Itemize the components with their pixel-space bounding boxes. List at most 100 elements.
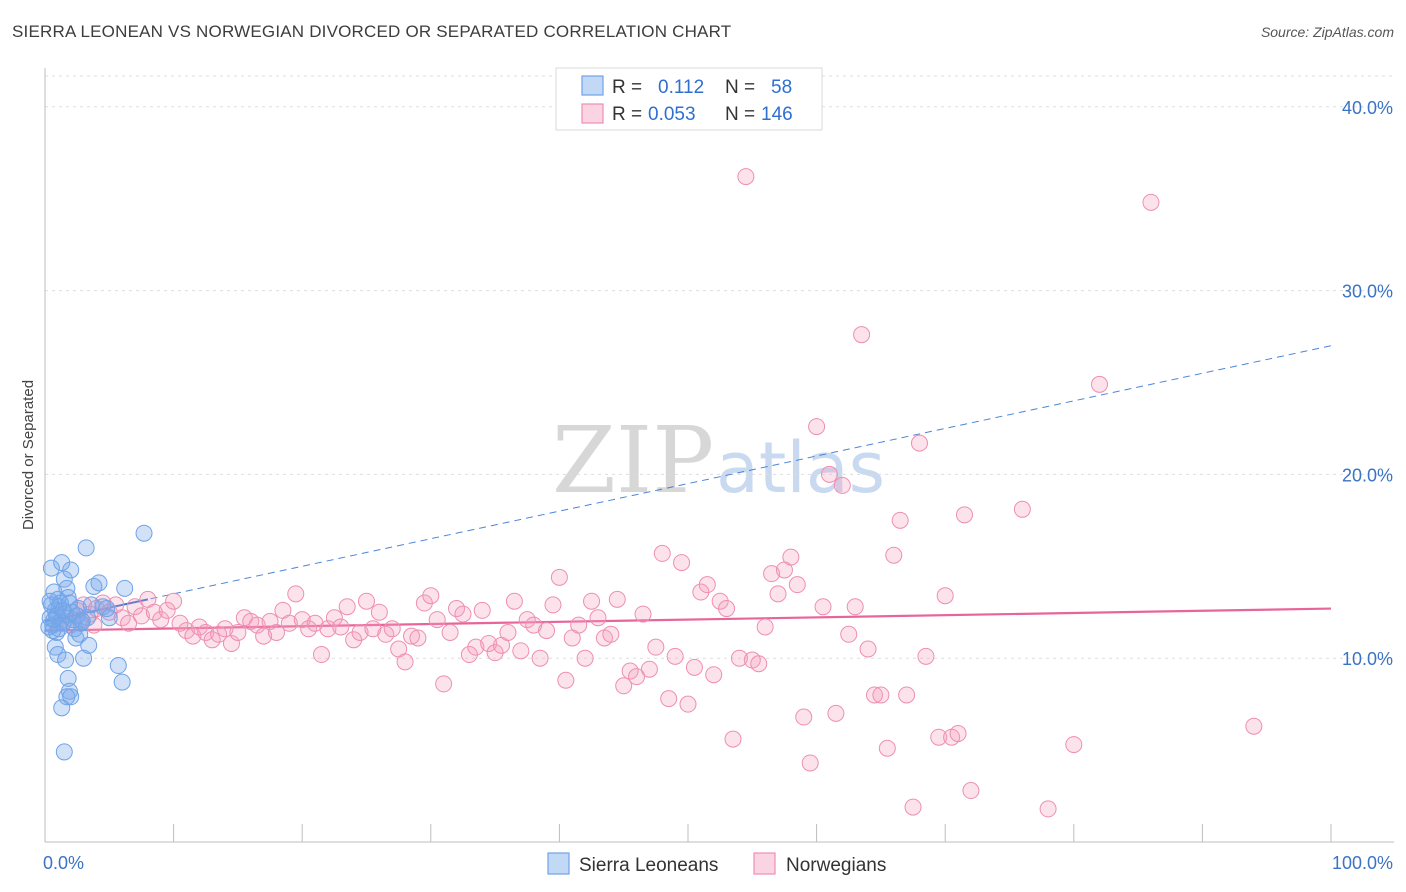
norwegian-point-132	[904, 798, 922, 816]
sierra-leonean-point-32	[55, 743, 73, 761]
legend-r-value-2: 0.053	[648, 104, 696, 125]
norwegian-point-128	[878, 739, 896, 757]
norwegian-point-119	[820, 465, 838, 483]
norwegian-point-25	[216, 620, 234, 638]
norwegian-point-40	[312, 646, 330, 664]
norwegian-point-110	[763, 565, 781, 583]
tick-labels: 10.0% 20.0% 30.0% 40.0% 0.0% 100.0%	[43, 98, 1393, 873]
norwegian-point-106	[737, 168, 755, 186]
norwegian-point-49	[370, 603, 388, 621]
sierra-leonean-point-50	[71, 625, 89, 643]
norwegian-point-17	[165, 592, 183, 610]
sierra-leonean-point-37	[109, 657, 127, 675]
sierra-leoneans-trend-dashed	[44, 345, 1332, 622]
norwegian-point-135	[930, 728, 948, 746]
norwegian-point-145	[1142, 193, 1160, 211]
norwegian-point-111	[769, 585, 787, 603]
sierra-leonean-point-29	[58, 688, 76, 706]
x-tick-label-1: 100.0%	[1332, 853, 1393, 873]
norwegian-point-78	[557, 671, 575, 689]
norwegian-point-104	[724, 730, 742, 748]
norwegian-point-121	[833, 476, 851, 494]
legend-n-value-2: 146	[761, 104, 793, 125]
norwegian-point-91	[640, 660, 658, 678]
norwegian-point-69	[499, 623, 517, 641]
legend-n-label-2: N =	[725, 104, 755, 125]
sierra-leonean-point-15	[62, 561, 80, 579]
watermark-atlas: atlas	[716, 427, 885, 509]
norwegian-point-36	[287, 585, 305, 603]
norwegian-point-81	[576, 649, 594, 667]
legend-swatch-blue	[581, 75, 604, 96]
y-tick-label-2: 30.0%	[1342, 282, 1393, 302]
y-axis-label: Divorced or Separated	[20, 380, 37, 530]
norwegian-point-96	[673, 554, 691, 572]
source-label: Source: ZipAtlas.com	[1260, 24, 1394, 40]
series-swatch-pink	[753, 852, 776, 875]
norwegian-point-11	[126, 598, 144, 616]
norwegian-point-123	[846, 598, 864, 616]
sierra-leonean-point-9	[53, 554, 71, 572]
norwegian-point-124	[853, 326, 871, 344]
sierra-leonean-point-22	[80, 636, 98, 654]
norwegian-point-136	[936, 587, 954, 605]
norwegian-point-139	[955, 506, 973, 524]
sierra-leonean-point-38	[113, 673, 131, 691]
norwegian-point-85	[602, 625, 620, 643]
norwegian-point-143	[1065, 736, 1083, 754]
norwegian-point-134	[917, 647, 935, 665]
norwegians-trend	[44, 607, 1332, 632]
norwegian-point-100	[698, 576, 716, 594]
norwegian-point-58	[428, 611, 446, 629]
norwegian-point-144	[1091, 375, 1109, 393]
chart-title: SIERRA LEONEAN VS NORWEGIAN DIVORCED OR …	[12, 22, 732, 41]
norwegian-point-59	[435, 675, 453, 693]
sierra-leonean-point-11	[58, 579, 76, 597]
norwegian-point-103	[718, 600, 736, 618]
norwegian-point-131	[898, 686, 916, 704]
norwegian-point-113	[782, 548, 800, 566]
norwegian-point-98	[685, 658, 703, 676]
sierra-leonean-point-30	[62, 688, 80, 706]
norwegian-point-70	[505, 592, 523, 610]
gridlines	[45, 75, 1394, 659]
norwegian-point-74	[531, 649, 549, 667]
sierra-leonean-point-31	[53, 699, 71, 717]
norwegian-point-73	[525, 616, 543, 634]
series-label-sierra-leoneans: Sierra Leoneans	[579, 855, 718, 876]
norwegian-point-46	[351, 623, 369, 641]
legend-r-label-1: R =	[612, 77, 642, 98]
norwegian-point-115	[795, 708, 813, 726]
norwegian-point-118	[814, 598, 832, 616]
norwegian-point-15	[152, 611, 170, 629]
norwegian-point-66	[480, 634, 498, 652]
norwegian-point-53	[396, 653, 414, 671]
norwegian-point-75	[538, 622, 556, 640]
norwegian-point-26	[222, 634, 240, 652]
legend-swatch-pink	[581, 103, 604, 124]
series-swatch-blue	[547, 852, 570, 875]
norwegian-point-82	[583, 592, 601, 610]
norwegian-point-44	[338, 598, 356, 616]
norwegian-point-94	[660, 690, 678, 708]
norwegians-points	[49, 168, 1263, 818]
norwegian-point-30	[248, 616, 266, 634]
series-legend: Sierra Leoneans Norwegians	[547, 852, 886, 876]
sierra-leonean-point-26	[57, 651, 75, 669]
norwegian-point-140	[962, 782, 980, 800]
sierra-leonean-point-52	[45, 611, 63, 629]
legend-n-value-1: 58	[771, 77, 792, 98]
norwegian-point-39	[306, 614, 324, 632]
sierra-leonean-point-56	[82, 596, 100, 614]
norwegian-point-133	[910, 434, 928, 452]
norwegian-point-20	[184, 627, 202, 645]
sierra-leonean-point-57	[100, 609, 118, 627]
norwegian-point-93	[653, 544, 671, 562]
norwegian-point-86	[608, 590, 626, 608]
sierra-leonean-point-20	[75, 649, 93, 667]
norwegian-point-47	[358, 592, 375, 610]
norwegian-point-129	[885, 546, 903, 564]
norwegian-point-16	[158, 601, 176, 619]
norwegian-point-51	[383, 620, 401, 638]
sierra-leonean-point-21	[77, 539, 95, 557]
